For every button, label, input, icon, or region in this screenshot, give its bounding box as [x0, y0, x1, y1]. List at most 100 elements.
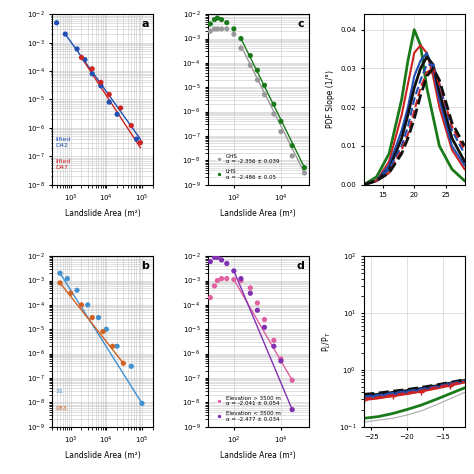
Point	[214, 277, 221, 284]
Point	[137, 139, 144, 146]
Y-axis label: P$_L$/P$_T$: P$_L$/P$_T$	[320, 331, 333, 352]
Point	[102, 326, 110, 333]
Point	[53, 19, 60, 27]
Point	[119, 359, 127, 367]
Point	[67, 290, 74, 297]
Point	[138, 400, 146, 407]
Text: a: a	[141, 19, 149, 29]
Point	[128, 122, 135, 129]
Point	[301, 164, 308, 172]
Point	[254, 66, 261, 74]
Point	[223, 19, 230, 27]
Y-axis label: PDF Slope (1/°): PDF Slope (1/°)	[326, 71, 335, 128]
Text: d: d	[297, 261, 305, 271]
Point	[109, 342, 117, 350]
Point	[237, 45, 245, 52]
Point	[246, 284, 254, 292]
Point	[223, 275, 230, 283]
Point	[288, 406, 296, 413]
Point	[254, 299, 261, 307]
Point	[237, 35, 245, 42]
Legend: GHS
α = -2.356 ± 0.039, LHS
α = -2.486 ± 0.05: GHS α = -2.356 ± 0.039, LHS α = -2.486 ±…	[211, 151, 282, 182]
Point	[218, 25, 225, 33]
Point	[99, 328, 107, 336]
Point	[207, 294, 214, 301]
Point	[64, 275, 71, 283]
Point	[210, 25, 218, 33]
Point	[261, 316, 268, 323]
Point	[89, 65, 96, 73]
Point	[277, 128, 285, 136]
Point	[230, 30, 237, 38]
Point	[207, 258, 214, 265]
Point	[261, 324, 268, 331]
Point	[207, 27, 214, 35]
Point	[277, 118, 285, 125]
Point	[133, 136, 140, 143]
Point	[223, 260, 230, 267]
Point	[230, 267, 237, 274]
Point	[277, 355, 285, 363]
Point	[78, 54, 85, 61]
Point	[62, 30, 69, 38]
Point	[254, 76, 261, 84]
Point	[270, 110, 278, 118]
Point	[254, 307, 261, 314]
Text: lified
D42: lified D42	[55, 137, 71, 148]
Point	[56, 269, 64, 277]
X-axis label: Landslide Area (m²): Landslide Area (m²)	[220, 451, 296, 460]
Point	[246, 52, 254, 59]
Point	[78, 301, 85, 309]
Point	[223, 25, 230, 33]
Text: 31: 31	[55, 389, 63, 394]
Point	[56, 279, 64, 287]
Point	[301, 169, 308, 177]
Point	[210, 254, 218, 261]
Point	[270, 342, 278, 350]
Point	[218, 16, 225, 23]
Point	[288, 376, 296, 384]
Point	[237, 277, 245, 284]
Point	[97, 79, 105, 86]
Point	[246, 62, 254, 69]
Point	[214, 25, 221, 33]
Point	[117, 104, 124, 112]
Point	[288, 142, 296, 149]
Point	[218, 256, 225, 264]
X-axis label: Landslide Area (m²): Landslide Area (m²)	[220, 209, 296, 218]
Point	[89, 70, 96, 78]
Point	[261, 91, 268, 99]
Point	[230, 276, 237, 283]
Point	[230, 25, 237, 33]
Text: lified
D47: lified D47	[55, 159, 71, 170]
Text: c: c	[298, 19, 305, 29]
Point	[81, 56, 89, 64]
Point	[246, 290, 254, 297]
Point	[113, 342, 121, 350]
Point	[270, 337, 278, 344]
Point	[214, 254, 221, 261]
Point	[128, 363, 135, 370]
Point	[105, 99, 113, 106]
Point	[210, 282, 218, 290]
Point	[288, 152, 296, 160]
Point	[113, 110, 121, 118]
Point	[84, 301, 91, 309]
Legend: Elevation > 3500 m
α = -2.041 ± 0.054, Elevation < 3500 m
α = -2.477 ± 0.034: Elevation > 3500 m α = -2.041 ± 0.054, E…	[211, 393, 283, 424]
Point	[270, 100, 278, 108]
Point	[277, 357, 285, 365]
Point	[73, 286, 81, 294]
Text: b: b	[141, 261, 149, 271]
Point	[105, 91, 113, 98]
Point	[73, 45, 81, 53]
Point	[210, 16, 218, 23]
X-axis label: Landslide Area (m²): Landslide Area (m²)	[64, 209, 140, 218]
Point	[95, 314, 102, 321]
Point	[89, 314, 96, 321]
Point	[97, 82, 105, 90]
Point	[261, 82, 268, 89]
Point	[207, 20, 214, 27]
X-axis label: Landslide Area (m²): Landslide Area (m²)	[64, 451, 140, 460]
Point	[237, 275, 245, 283]
Point	[214, 14, 221, 22]
